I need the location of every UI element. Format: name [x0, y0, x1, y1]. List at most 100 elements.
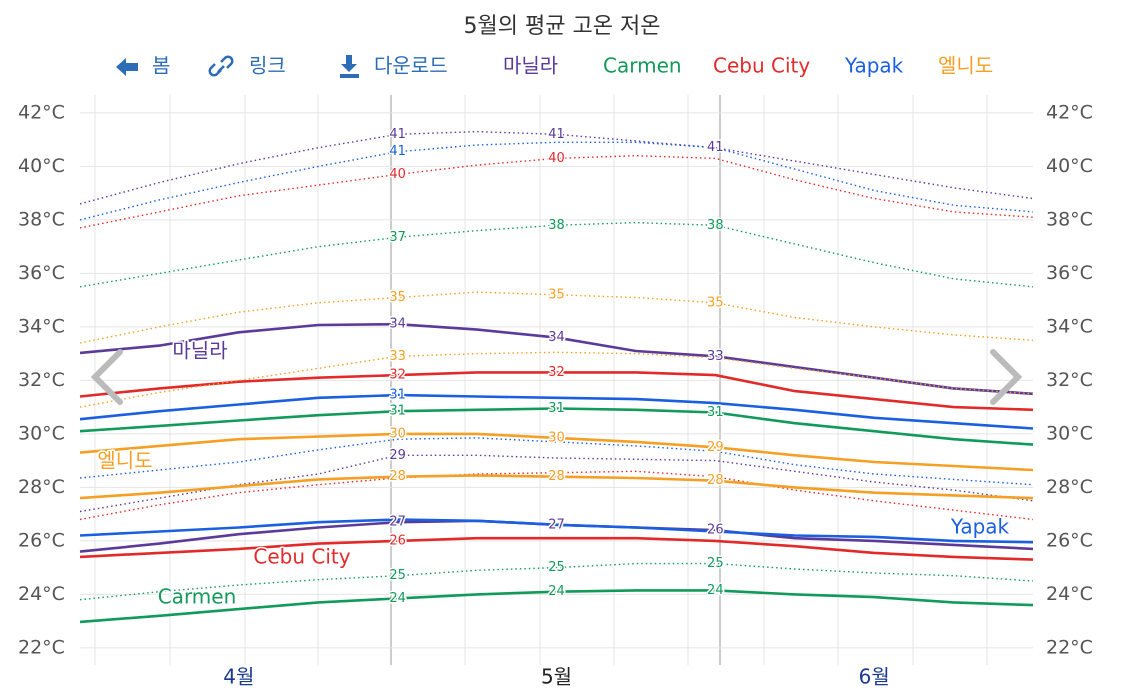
value-label: 24	[548, 584, 565, 599]
dotted-line	[79, 141, 1034, 221]
line	[79, 407, 1034, 446]
legend-entry[interactable]: Cebu City	[713, 54, 810, 78]
prev-chevron	[90, 349, 123, 405]
y-tick-label: 30°C	[18, 422, 65, 444]
y2-tick-label: 22°C	[1046, 636, 1093, 658]
value-label: 37	[389, 230, 406, 245]
back-icon	[116, 58, 138, 76]
legend-entry[interactable]: Yapak	[844, 54, 904, 78]
x-tick-label: 5월	[541, 665, 572, 689]
y2-tick-label: 36°C	[1046, 262, 1093, 284]
series-annotation: Yapak	[950, 515, 1010, 539]
y-tick-label: 40°C	[18, 155, 65, 177]
dotted-line	[79, 454, 1034, 513]
line	[79, 474, 1034, 500]
value-label: 24	[707, 583, 724, 598]
value-label: 31	[389, 388, 406, 403]
value-label: 30	[548, 430, 565, 445]
legend-entry[interactable]: Carmen	[603, 54, 682, 78]
y2-tick-label: 38°C	[1046, 208, 1093, 230]
y-tick-label: 24°C	[18, 583, 65, 605]
legend: 마닐라 Carmen Cebu City Yapak 엘니도	[503, 54, 993, 78]
value-label: 38	[707, 218, 724, 233]
value-label: 40	[389, 167, 406, 182]
line	[79, 393, 1034, 430]
y-tick-label: 26°C	[18, 529, 65, 551]
value-label: 32	[548, 365, 565, 380]
value-label: 31	[548, 401, 565, 416]
value-label: 25	[707, 556, 724, 571]
back-button[interactable]: 봄	[116, 54, 170, 78]
series-annotation: 엘니도	[97, 449, 152, 473]
line	[79, 322, 1034, 396]
value-label: 32	[389, 368, 406, 383]
value-label: 33	[707, 349, 724, 364]
value-label: 26	[707, 523, 724, 538]
line	[79, 518, 1034, 544]
x-tick-label: 6월	[859, 665, 890, 689]
y-tick-label: 38°C	[18, 208, 65, 230]
dotted-line	[79, 154, 1034, 229]
y-tick-label: 32°C	[18, 369, 65, 391]
series-annotation: Cebu City	[253, 545, 350, 569]
y-tick-label: 36°C	[18, 262, 65, 284]
y2-tick-label: 30°C	[1046, 422, 1093, 444]
series-annotation: Carmen	[158, 585, 237, 609]
y-tick-label: 34°C	[18, 315, 65, 337]
y2-tick-label: 32°C	[1046, 369, 1093, 391]
vertical-grid	[80, 95, 1033, 665]
line	[79, 371, 1034, 412]
value-label: 29	[389, 448, 406, 463]
dotted-line	[79, 562, 1034, 601]
plot: 29 41 41 41 27 27 26 34 34 33 25 25 25 37 38 38 24 24 24 31…	[79, 125, 1034, 624]
value-label: 28	[389, 469, 406, 484]
value-label: 28	[707, 473, 724, 488]
y2-tick-label: 24°C	[1046, 583, 1093, 605]
y-tick-label: 28°C	[18, 476, 65, 498]
download-label: 다운로드	[374, 54, 448, 78]
value-label: 40	[548, 151, 565, 166]
line	[79, 432, 1034, 472]
line	[79, 536, 1034, 561]
value-label: 25	[548, 560, 565, 575]
value-label: 34	[548, 330, 565, 345]
y-tick-label: 42°C	[18, 101, 65, 123]
line	[79, 589, 1034, 624]
value-label: 31	[707, 405, 724, 420]
link-icon	[208, 55, 234, 77]
value-label: 34	[389, 317, 406, 332]
prev-arrow[interactable]	[90, 349, 123, 405]
value-label: 41	[389, 127, 406, 142]
series-annotation: 마닐라	[172, 339, 227, 363]
download-button[interactable]: 다운로드	[340, 54, 448, 79]
value-label: 29	[707, 440, 724, 455]
legend-entry[interactable]: 엘니도	[938, 54, 993, 78]
next-chevron	[990, 349, 1023, 405]
value-label: 27	[389, 515, 406, 530]
value-label: 41	[548, 127, 565, 142]
value-label: 41	[707, 140, 724, 155]
value-label: 31	[389, 404, 406, 419]
y2-tick-label: 40°C	[1046, 155, 1093, 177]
value-label: 38	[548, 218, 565, 233]
value-label: 30	[389, 426, 406, 441]
link-label: 링크	[249, 54, 286, 78]
value-label: 35	[707, 295, 724, 310]
download-icon	[340, 55, 359, 78]
chart-title: 5월의 평균 고온 저온	[464, 14, 661, 39]
value-label: 26	[389, 533, 406, 548]
value-label: 24	[389, 591, 406, 606]
legend-entry[interactable]: 마닐라	[503, 54, 558, 78]
value-label: 35	[389, 290, 406, 305]
next-arrow[interactable]	[990, 349, 1023, 405]
value-label: 27	[548, 517, 565, 532]
y2-tick-label: 26°C	[1046, 529, 1093, 551]
y-tick-label: 22°C	[18, 636, 65, 658]
x-tick-label: 4월	[223, 665, 254, 689]
value-label: 33	[389, 349, 406, 364]
link-button[interactable]: 링크	[208, 54, 286, 78]
value-label: 28	[548, 469, 565, 484]
y2-tick-label: 28°C	[1046, 476, 1093, 498]
